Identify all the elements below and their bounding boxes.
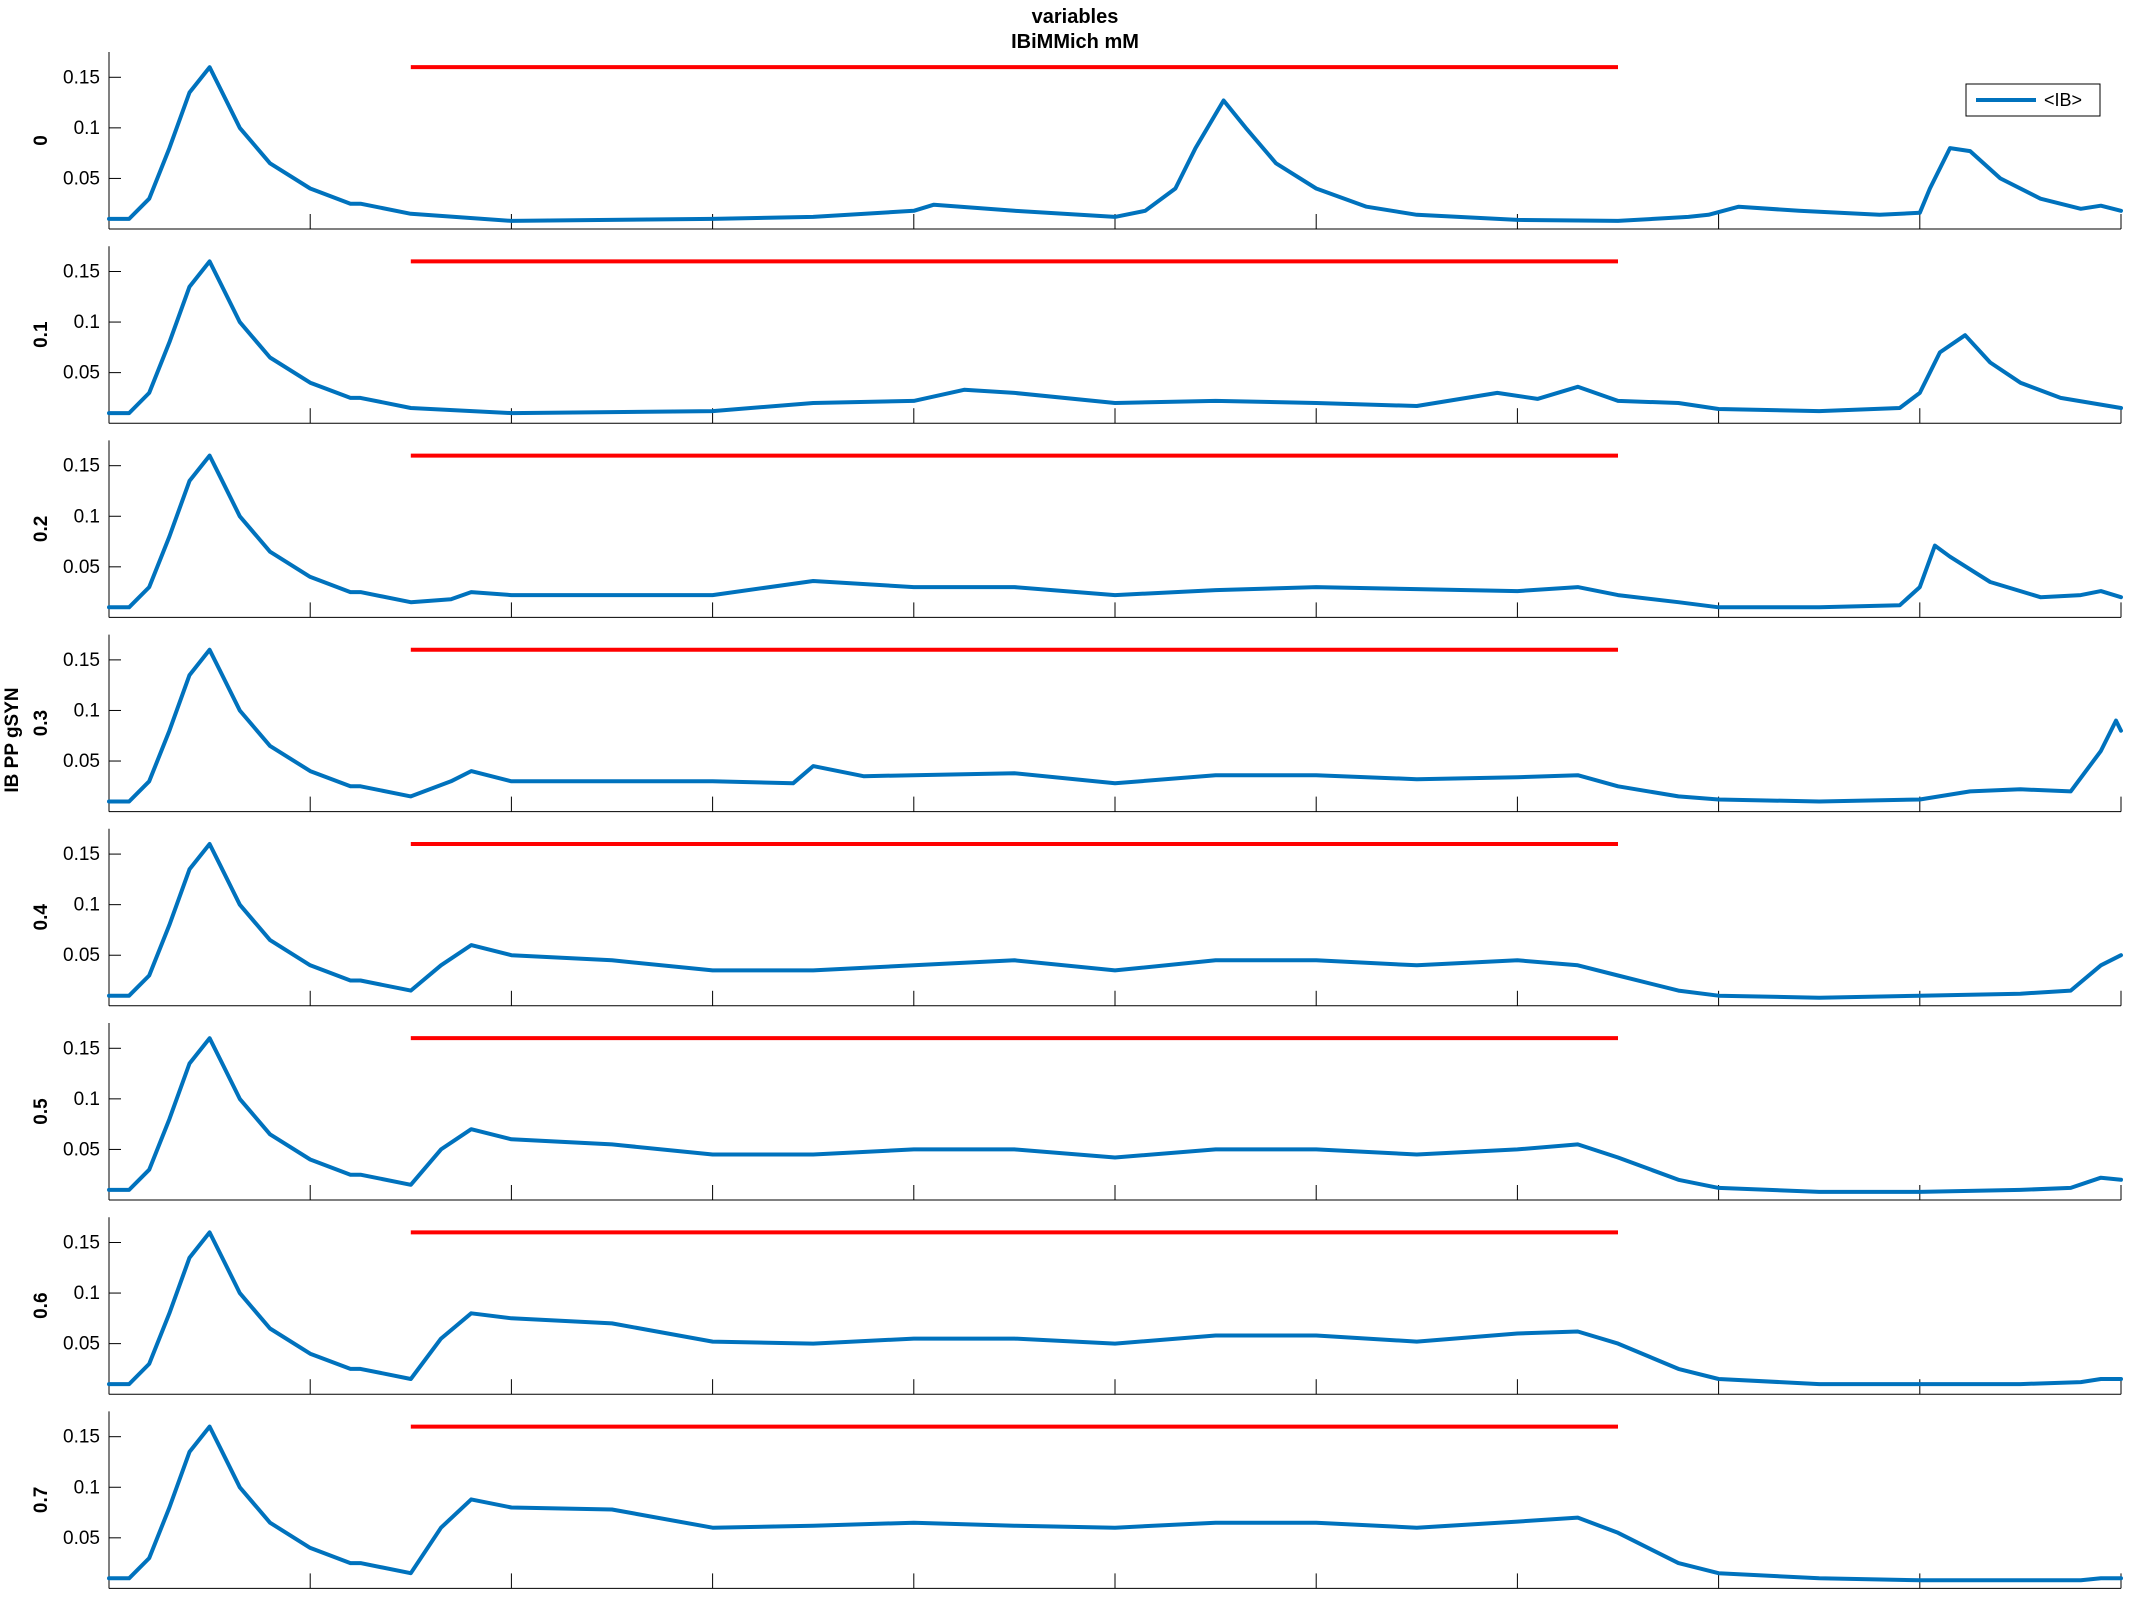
series-line — [107, 842, 2123, 1000]
y-tick-label: 0.05 — [63, 1334, 100, 1355]
y-axis-label: IB PP gSYN — [2, 687, 23, 792]
series-line — [107, 1036, 2123, 1194]
panel-label: 0.1 — [31, 321, 52, 348]
chart-title: variables — [1032, 6, 1119, 28]
y-tick-label: 0.15 — [63, 456, 100, 477]
y-tick-label: 0.1 — [74, 506, 100, 527]
subplot-0: 0.05 0.1 0.15 0 <IB> — [31, 52, 2123, 230]
y-tick-label: 0.05 — [63, 363, 100, 384]
y-tick-label: 0.05 — [63, 1139, 100, 1160]
y-tick-label: 0.05 — [63, 557, 100, 578]
y-tick-label: 0.15 — [63, 1427, 100, 1448]
panel-label: 0.4 — [31, 904, 52, 931]
chart-subtitle: IBiMMich mM — [1011, 31, 1139, 53]
y-tick-label: 0.1 — [74, 118, 100, 139]
legend: <IB> — [1965, 83, 2101, 117]
series-line — [107, 1230, 2123, 1387]
subplot-stack: 0.05 0.1 0.15 0 <IB> 0.05 0.1 0.15 0.1 0.05 0.1 0.1… — [31, 52, 2123, 1589]
y-tick-label: 0.15 — [63, 1038, 100, 1059]
series-line — [107, 65, 2123, 223]
y-tick-label: 0.15 — [63, 844, 100, 865]
panel-label: 0.3 — [31, 710, 52, 736]
y-tick-label: 0.15 — [63, 650, 100, 671]
subplot-6: 0.05 0.1 0.15 0.6 — [31, 1217, 2123, 1395]
panel-label: 0.5 — [31, 1098, 52, 1125]
y-tick-label: 0.1 — [74, 1283, 100, 1304]
panel-label: 0.2 — [31, 516, 52, 542]
y-tick-label: 0.05 — [63, 751, 100, 772]
subplot-4: 0.05 0.1 0.15 0.4 — [31, 828, 2123, 1007]
y-tick-label: 0.05 — [63, 945, 100, 966]
y-tick-label: 0.15 — [63, 261, 100, 282]
y-tick-label: 0.15 — [63, 67, 100, 88]
panel-label: 0 — [31, 135, 52, 146]
legend-label: <IB> — [2044, 90, 2082, 110]
series-line — [107, 453, 2123, 610]
subplot-5: 0.05 0.1 0.15 0.5 — [31, 1023, 2123, 1201]
subplot-3: 0.05 0.1 0.15 0.3 — [31, 634, 2123, 813]
series-line — [107, 259, 2123, 416]
y-tick-label: 0.05 — [63, 1528, 100, 1549]
y-tick-label: 0.1 — [74, 1089, 100, 1110]
panel-label: 0.6 — [31, 1292, 52, 1318]
panel-label: 0.7 — [31, 1487, 52, 1513]
y-tick-label: 0.1 — [74, 895, 100, 916]
subplot-2: 0.05 0.1 0.15 0.2 — [31, 440, 2123, 618]
y-tick-label: 0.1 — [74, 1477, 100, 1498]
subplot-7: 0.050.10.1502004006008001000120014001600… — [31, 1411, 2123, 1589]
series-line — [107, 1424, 2123, 1583]
y-tick-label: 0.1 — [74, 700, 100, 721]
series-line — [107, 647, 2123, 804]
y-tick-label: 0.1 — [74, 312, 100, 333]
subplot-1: 0.05 0.1 0.15 0.1 — [31, 246, 2123, 424]
y-tick-label: 0.15 — [63, 1232, 100, 1253]
y-tick-label: 0.05 — [63, 168, 100, 189]
